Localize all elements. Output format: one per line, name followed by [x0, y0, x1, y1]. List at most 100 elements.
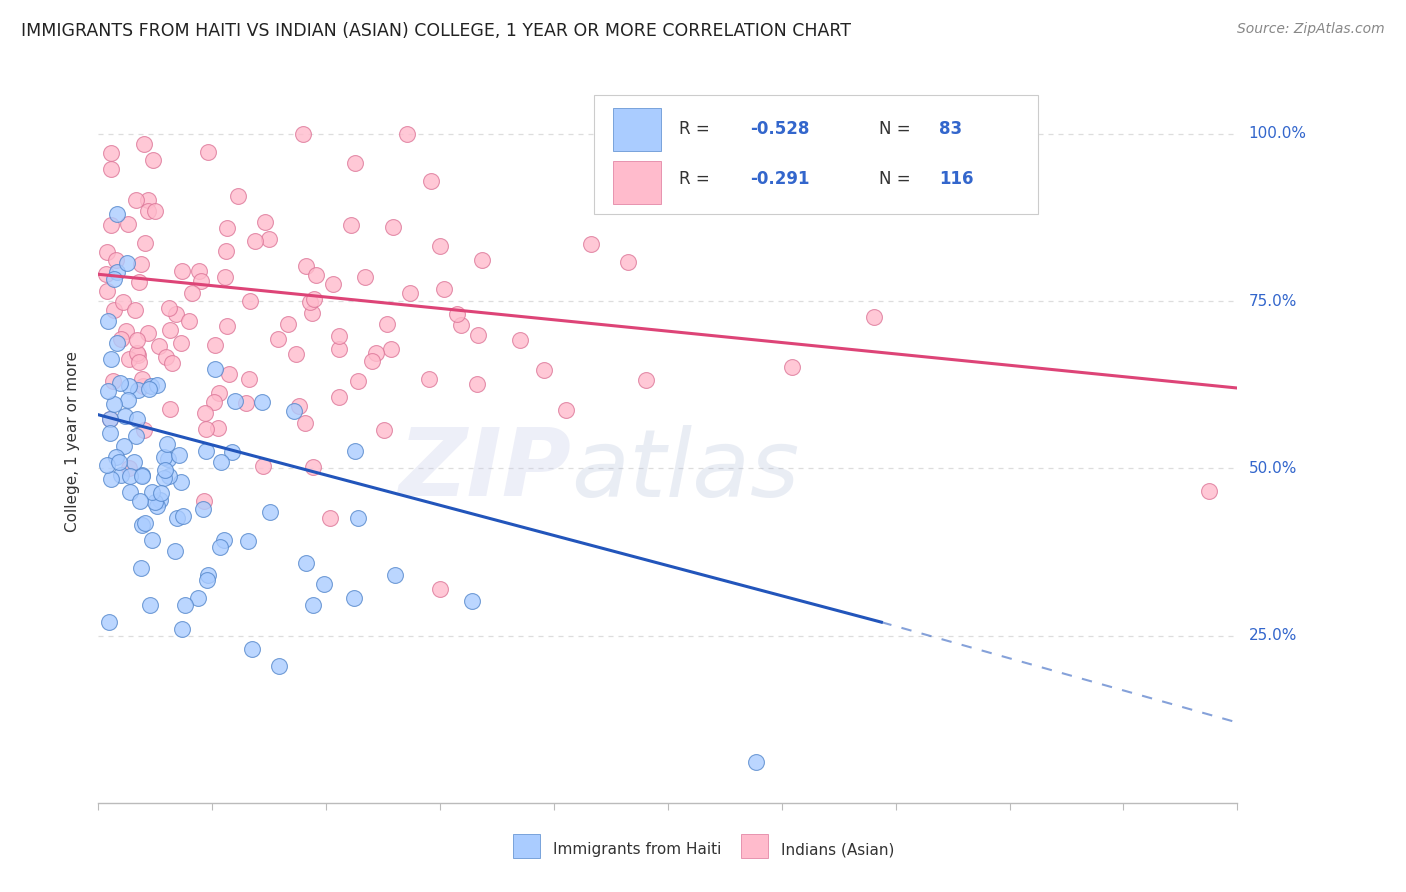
Point — [172, 622, 194, 636]
Point — [267, 333, 290, 347]
Point — [433, 282, 456, 296]
Point — [204, 361, 226, 376]
Point — [617, 255, 640, 269]
Point — [132, 378, 155, 392]
Point — [195, 573, 218, 587]
Point — [129, 494, 152, 508]
Point — [214, 269, 236, 284]
Point — [418, 372, 440, 386]
Point — [361, 354, 384, 368]
Point — [301, 306, 323, 320]
Point — [555, 403, 578, 417]
Point — [118, 351, 141, 366]
Point — [97, 384, 120, 399]
Point — [509, 333, 531, 347]
Point — [328, 342, 350, 356]
Point — [103, 272, 125, 286]
Point — [131, 257, 153, 271]
Point — [136, 193, 159, 207]
Point — [1198, 483, 1220, 498]
Point — [224, 393, 246, 408]
Point — [208, 386, 231, 401]
Point — [153, 450, 176, 465]
FancyBboxPatch shape — [613, 161, 661, 203]
Point — [226, 189, 249, 203]
Point — [118, 461, 141, 475]
Point — [100, 473, 122, 487]
Point — [110, 468, 132, 483]
Point — [215, 318, 238, 333]
Point — [146, 500, 169, 514]
Point — [204, 338, 226, 352]
Point — [471, 252, 494, 267]
Point — [340, 218, 363, 232]
Point — [215, 244, 238, 259]
Point — [193, 493, 215, 508]
Point — [98, 411, 121, 425]
Point — [395, 127, 418, 141]
Point — [202, 395, 225, 409]
Point — [128, 275, 150, 289]
Point — [467, 328, 489, 343]
Point — [131, 467, 153, 482]
FancyBboxPatch shape — [513, 834, 540, 858]
Point — [344, 155, 367, 169]
Point — [98, 425, 121, 440]
Point — [347, 374, 370, 388]
Text: -0.528: -0.528 — [749, 120, 810, 137]
Point — [581, 237, 603, 252]
Point — [136, 203, 159, 218]
Point — [155, 463, 177, 477]
Point — [259, 505, 281, 519]
Point — [111, 295, 134, 310]
Point — [120, 468, 142, 483]
Point — [134, 235, 156, 250]
Point — [242, 642, 264, 657]
Point — [745, 756, 768, 770]
Point — [235, 396, 257, 410]
Point — [212, 533, 235, 548]
Point — [221, 444, 243, 458]
Point — [97, 615, 120, 630]
Point — [245, 234, 267, 248]
Point — [148, 339, 170, 353]
Point — [146, 378, 169, 392]
Point — [319, 511, 342, 525]
Text: IMMIGRANTS FROM HAITI VS INDIAN (ASIAN) COLLEGE, 1 YEAR OR MORE CORRELATION CHAR: IMMIGRANTS FROM HAITI VS INDIAN (ASIAN) … — [21, 22, 851, 40]
Point — [172, 508, 194, 523]
Point — [131, 372, 153, 386]
Point — [294, 416, 316, 430]
Point — [215, 220, 238, 235]
Point — [283, 403, 305, 417]
Point — [636, 373, 658, 387]
Point — [288, 399, 311, 413]
Point — [105, 207, 128, 221]
Point — [96, 267, 118, 281]
Text: N =: N = — [879, 170, 915, 188]
Text: Indians (Asian): Indians (Asian) — [780, 842, 894, 857]
Point — [375, 317, 398, 331]
Point — [143, 204, 166, 219]
Text: 25.0%: 25.0% — [1249, 628, 1296, 643]
Point — [129, 561, 152, 575]
Point — [104, 253, 127, 268]
Point — [118, 379, 141, 393]
Point — [250, 395, 273, 409]
Point — [127, 383, 149, 397]
Point — [103, 397, 125, 411]
Point — [252, 458, 274, 473]
Point — [450, 318, 472, 332]
Point — [132, 136, 155, 151]
Point — [163, 544, 186, 558]
Point — [305, 268, 328, 282]
Point — [100, 161, 122, 176]
Point — [136, 326, 159, 341]
Point — [117, 217, 139, 231]
Point — [209, 540, 232, 554]
Point — [429, 582, 451, 596]
Point — [139, 379, 162, 393]
Point — [100, 218, 122, 232]
Point — [104, 450, 127, 464]
Point — [366, 346, 388, 360]
Point — [170, 336, 193, 351]
